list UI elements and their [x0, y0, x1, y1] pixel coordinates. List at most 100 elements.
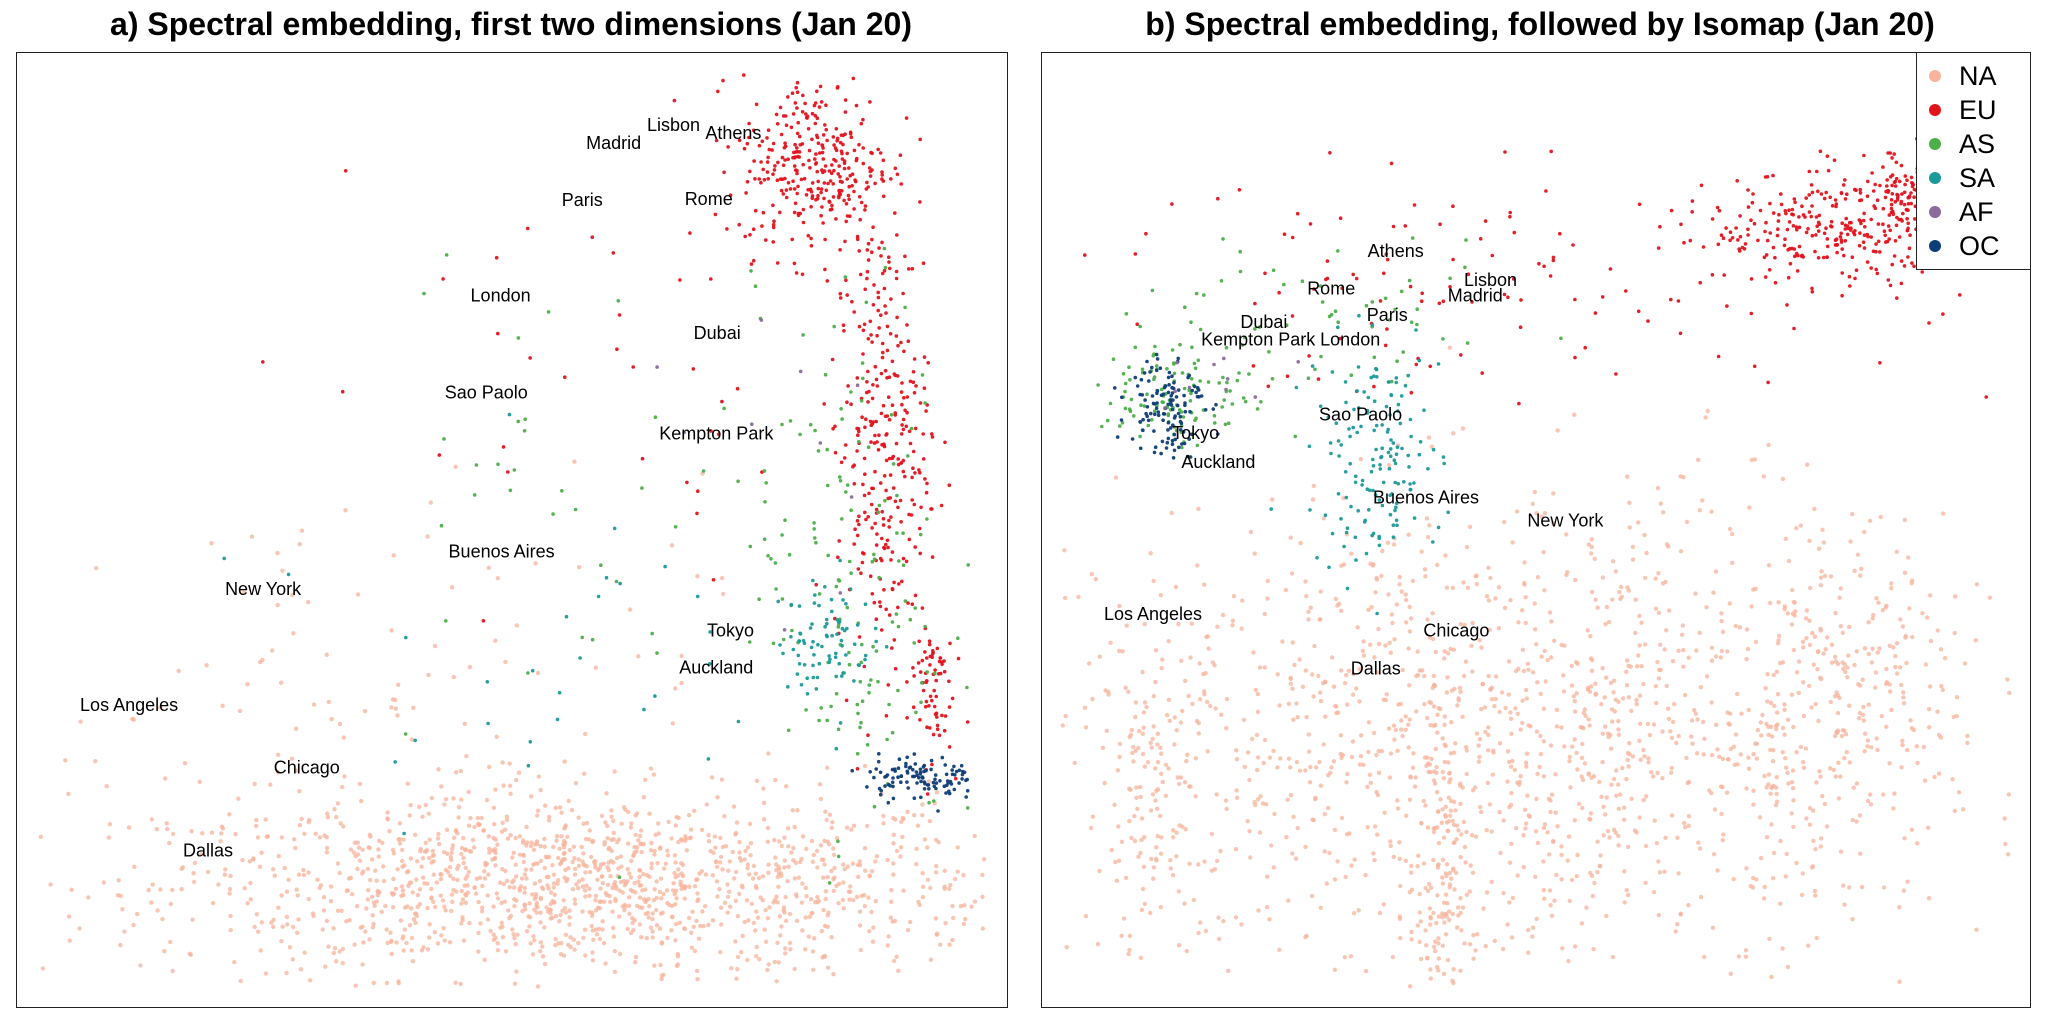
data-point: [1124, 623, 1129, 628]
data-point: [525, 226, 530, 231]
data-point: [513, 862, 518, 867]
data-point: [776, 871, 782, 876]
data-point: [932, 704, 937, 709]
data-point: [425, 534, 430, 539]
data-point: [1908, 233, 1912, 237]
data-point: [749, 901, 754, 906]
data-point: [1142, 764, 1147, 769]
data-point: [1436, 956, 1441, 961]
data-point: [921, 776, 925, 780]
data-point: [1732, 762, 1737, 767]
data-point: [748, 841, 754, 846]
data-point: [1779, 192, 1783, 196]
data-point: [856, 567, 861, 571]
data-point: [1231, 594, 1237, 599]
data-point: [1255, 407, 1260, 411]
data-point: [1718, 784, 1724, 789]
data-point: [1139, 837, 1144, 843]
city-label: Tokyo: [707, 620, 754, 640]
data-point: [1263, 271, 1267, 276]
data-point: [1786, 275, 1791, 280]
data-point: [839, 407, 843, 411]
data-point: [1813, 847, 1818, 852]
data-point: [552, 892, 557, 897]
data-point: [1739, 711, 1744, 716]
data-point: [707, 662, 712, 666]
data-point: [1897, 905, 1902, 910]
data-point: [483, 860, 488, 866]
data-point: [669, 543, 675, 548]
data-point: [1790, 587, 1795, 593]
data-point: [914, 384, 918, 388]
data-point: [1785, 717, 1791, 722]
series-eu-points: [261, 98, 875, 623]
data-point: [980, 894, 985, 899]
data-point: [1814, 215, 1819, 219]
data-point: [150, 882, 155, 887]
data-point: [878, 151, 883, 155]
data-point: [600, 881, 605, 886]
data-point: [889, 899, 894, 904]
data-point: [1816, 256, 1821, 260]
data-point: [1588, 634, 1593, 639]
data-point: [1876, 600, 1881, 605]
data-point: [1430, 611, 1435, 616]
data-point: [1189, 320, 1193, 325]
data-point: [753, 928, 758, 933]
data-point: [713, 212, 718, 217]
data-point: [313, 831, 318, 836]
data-point: [1471, 788, 1476, 793]
data-point: [476, 930, 481, 936]
data-point: [1569, 663, 1574, 669]
data-point: [1247, 777, 1252, 783]
data-point: [1636, 520, 1641, 525]
data-point: [1462, 844, 1468, 850]
data-point: [1785, 964, 1791, 970]
data-point: [618, 854, 623, 859]
data-point: [896, 343, 900, 348]
data-point: [1652, 818, 1657, 823]
data-point: [238, 978, 243, 984]
data-point: [1510, 758, 1515, 764]
data-point: [598, 886, 603, 891]
data-point: [573, 781, 579, 786]
data-point: [1351, 911, 1357, 916]
data-point: [737, 839, 742, 845]
data-point: [787, 552, 792, 557]
data-point: [227, 886, 233, 892]
data-point: [954, 769, 959, 774]
data-point: [481, 828, 486, 833]
data-point: [1545, 830, 1550, 835]
data-point: [451, 887, 456, 893]
data-point: [895, 374, 900, 378]
data-point: [643, 777, 648, 782]
data-point: [343, 508, 348, 513]
data-point: [917, 468, 921, 472]
data-point: [1234, 757, 1240, 762]
data-point: [1432, 948, 1438, 954]
data-point: [1824, 190, 1828, 195]
data-point: [1277, 947, 1282, 952]
data-point: [1861, 704, 1866, 710]
data-point: [1900, 192, 1904, 196]
data-point: [1803, 215, 1807, 219]
data-point: [1788, 246, 1792, 251]
data-point: [714, 138, 719, 143]
data-point: [1762, 255, 1767, 260]
data-point: [887, 375, 892, 380]
data-point: [914, 846, 919, 851]
data-point: [1593, 681, 1598, 686]
data-point: [828, 657, 832, 662]
data-point: [1410, 578, 1416, 584]
data-point: [1526, 950, 1531, 955]
data-point: [1769, 974, 1774, 980]
data-point: [1804, 230, 1809, 235]
data-point: [1441, 776, 1447, 781]
data-point: [1225, 380, 1229, 385]
data-point: [1356, 908, 1361, 913]
data-point: [1792, 254, 1797, 259]
data-point: [328, 884, 334, 889]
panel-a-title: a) Spectral embedding, first two dimensi…: [110, 6, 912, 42]
data-point: [627, 911, 632, 916]
data-point: [637, 905, 642, 910]
